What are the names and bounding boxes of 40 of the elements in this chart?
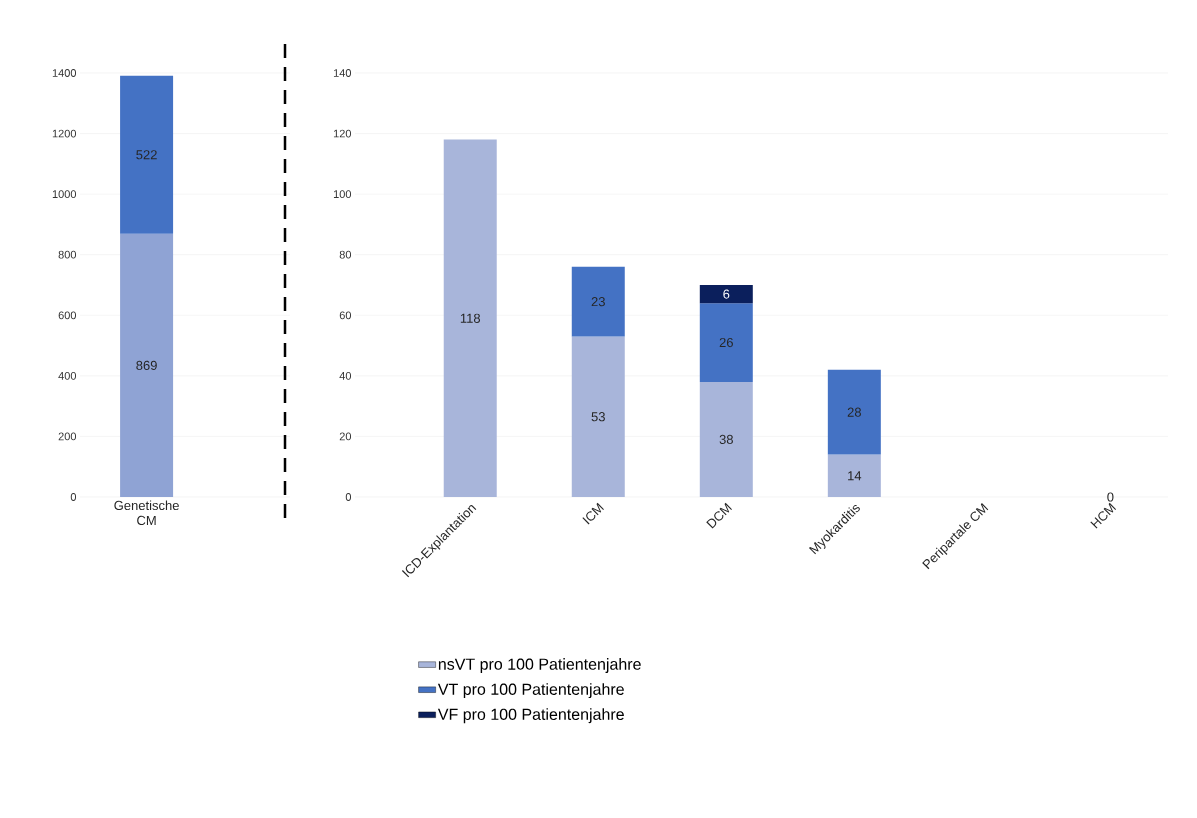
y-tick-label: 120 (333, 129, 352, 138)
data-label: 26 (719, 337, 733, 348)
bar (571, 266, 625, 337)
y-tick-label: 100 (333, 190, 352, 199)
bar (827, 369, 881, 455)
data-label: 522 (136, 150, 157, 160)
y-tick-label: 20 (339, 432, 352, 441)
y-tick-label: 40 (339, 371, 352, 380)
data-label: 0 (1107, 492, 1114, 502)
y-tick-label: 1400 (52, 69, 77, 77)
data-label: 23 (591, 297, 605, 307)
y-tick-label: 0 (345, 493, 352, 501)
data-label: 6 (723, 289, 730, 299)
legend-label: VT pro 100 Patientenjahre (437, 683, 624, 699)
data-label: 14 (848, 471, 862, 481)
x-tick-label: Genetische CM (114, 500, 179, 526)
y-tick-label: 0 (70, 493, 77, 501)
data-label: 118 (460, 313, 481, 323)
y-tick-label: 1000 (52, 190, 77, 199)
data-label: 53 (591, 412, 605, 422)
bar (571, 336, 625, 497)
y-tick-label: 200 (58, 432, 77, 441)
bar (827, 454, 881, 497)
data-label: 38 (719, 434, 733, 445)
bar (699, 284, 753, 304)
y-tick-label: 60 (339, 311, 352, 320)
y-tick-label: 1200 (52, 129, 77, 138)
legend-label: VF pro 100 Patientenjahre (437, 708, 624, 724)
x-tick-label: ICM (582, 502, 604, 525)
bar (699, 303, 753, 382)
bar (443, 139, 497, 497)
y-tick-label: 400 (58, 371, 77, 380)
y-tick-label: 800 (58, 250, 77, 259)
legend-label: nsVT pro 100 Patientenjahre (438, 658, 641, 673)
y-tick-label: 80 (339, 250, 352, 259)
data-label: 28 (847, 407, 861, 417)
y-tick-label: 600 (58, 311, 77, 320)
bar (699, 381, 753, 497)
y-tick-label: 140 (333, 69, 352, 77)
data-label: 869 (136, 360, 157, 370)
